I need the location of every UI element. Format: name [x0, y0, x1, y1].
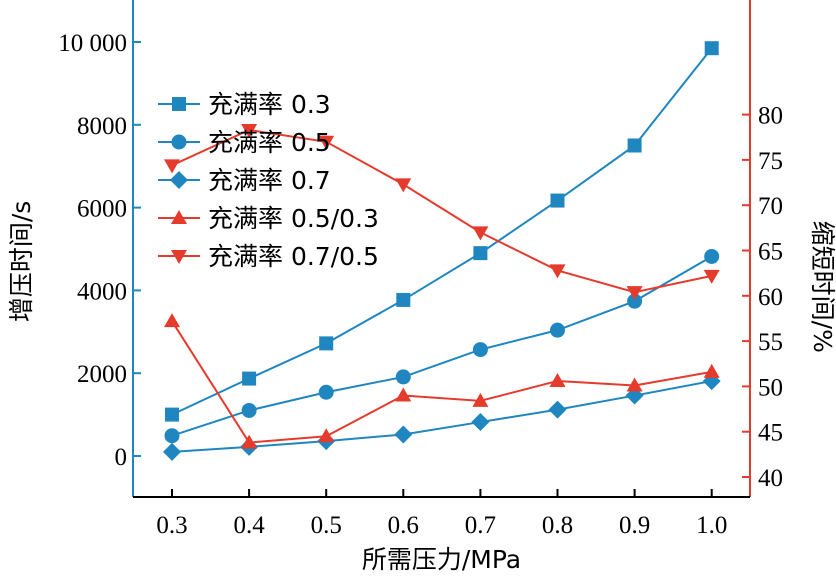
- series-4: [164, 313, 720, 449]
- y-tick-label: 6000: [77, 196, 127, 223]
- y2-axis-title: 缩短时间/%: [808, 221, 836, 353]
- y2-tick-label: 80: [758, 103, 783, 130]
- y-tick-label: 8000: [77, 113, 127, 140]
- legend-item: 充满率 0.5: [158, 128, 331, 157]
- series-layer: [163, 41, 721, 461]
- series-line: [171, 255, 713, 437]
- circle-marker: [627, 293, 643, 309]
- circle-marker: [550, 322, 565, 338]
- square-marker: [165, 407, 179, 422]
- triangle-down-marker: [164, 159, 180, 174]
- square-marker: [473, 246, 488, 261]
- y2-tick-label: 75: [758, 148, 783, 175]
- y-axis-title: 增压时间/s: [7, 201, 36, 322]
- square-marker: [242, 371, 257, 386]
- y-tick-label: 4000: [77, 278, 127, 305]
- circle-marker: [318, 384, 334, 400]
- legend-item: 充满率 0.7/0.5: [158, 242, 379, 271]
- legend-label: 充满率 0.3: [208, 90, 331, 119]
- triangle-down-marker: [626, 286, 643, 301]
- square-marker: [319, 336, 334, 351]
- series-line: [171, 47, 713, 416]
- y-tick-label: 0: [115, 444, 128, 471]
- square-marker: [550, 193, 565, 208]
- legend-label: 充满率 0.5/0.3: [208, 204, 379, 233]
- series-1: [165, 41, 719, 422]
- legend-label: 充满率 0.7/0.5: [208, 242, 379, 271]
- diamond-marker: [163, 442, 181, 461]
- axis-labels: 所需压力/MPa 增压时间/s 缩短时间/%: [7, 201, 836, 574]
- y2-tick-label: 65: [758, 239, 783, 266]
- x-tick-label: 0.9: [619, 512, 650, 539]
- y2-tick-label: 60: [758, 284, 783, 311]
- diamond-marker: [394, 425, 413, 444]
- triangle-up-marker: [626, 377, 643, 392]
- y-tick-label: 10 000: [58, 30, 127, 57]
- diamond-marker: [548, 400, 567, 419]
- y2-tick-label: 50: [758, 374, 783, 401]
- triangle-down-marker: [171, 250, 187, 264]
- legend-label: 充满率 0.7: [208, 166, 331, 195]
- triangle-up-marker: [472, 392, 489, 407]
- square-marker: [172, 97, 186, 111]
- x-tick-label: 0.8: [542, 512, 573, 539]
- circle-marker: [704, 248, 720, 264]
- triangle-up-marker: [549, 372, 566, 387]
- triangle-up-marker: [395, 387, 412, 402]
- legend-item: 充满率 0.3: [158, 90, 331, 119]
- circle-marker: [241, 402, 257, 418]
- triangle-up-marker: [171, 210, 187, 224]
- series-2: [164, 248, 720, 444]
- diamond-marker: [170, 171, 188, 189]
- circle-marker: [395, 369, 411, 385]
- square-marker: [627, 138, 642, 153]
- series-line: [171, 380, 712, 453]
- x-tick-label: 0.3: [156, 512, 187, 539]
- legend-item: 充满率 0.5/0.3: [158, 204, 379, 233]
- x-tick-label: 0.5: [311, 512, 342, 539]
- triangle-up-marker: [703, 363, 720, 378]
- circle-marker: [164, 428, 180, 444]
- triangle-down-marker: [472, 226, 489, 241]
- circle-marker: [472, 342, 488, 358]
- x-tick-label: 0.6: [388, 512, 419, 539]
- y2-tick-label: 40: [758, 465, 783, 492]
- series-5: [164, 124, 720, 301]
- legend: 充满率 0.3 充满率 0.5 充满率 0.7 充满率 0.5/0.3 充满率 0.7/…: [158, 90, 379, 271]
- x-tick-label: 0.7: [465, 512, 496, 539]
- x-axis-title: 所需压力/MPa: [362, 545, 521, 574]
- triangle-up-marker: [241, 434, 258, 449]
- y2-tick-label: 55: [758, 329, 783, 356]
- series-line: [171, 128, 712, 294]
- square-marker: [396, 292, 411, 307]
- triangle-down-marker: [703, 269, 720, 284]
- triangle-up-marker: [164, 313, 180, 328]
- y2-tick-label: 70: [758, 193, 783, 220]
- x-tick-label: 1.0: [696, 512, 727, 539]
- triangle-up-marker: [318, 428, 335, 443]
- axes: 0 2000 4000 6000 8000 10 000 40 45 50 55 60 65 70 75 8…: [58, 0, 783, 539]
- legend-item: 充满率 0.7: [158, 166, 331, 195]
- circle-marker: [171, 134, 187, 150]
- y2-tick-label: 45: [758, 420, 783, 447]
- diamond-marker: [471, 413, 490, 432]
- triangle-down-marker: [318, 135, 335, 150]
- x-tick-label: 0.4: [233, 512, 265, 539]
- y-tick-label: 2000: [77, 361, 127, 388]
- legend-label: 充满率 0.5: [208, 128, 331, 157]
- series-line: [171, 320, 712, 444]
- triangle-down-marker: [395, 178, 412, 193]
- triangle-down-marker: [549, 264, 566, 279]
- square-marker: [704, 41, 719, 56]
- triangle-down-marker: [241, 124, 258, 139]
